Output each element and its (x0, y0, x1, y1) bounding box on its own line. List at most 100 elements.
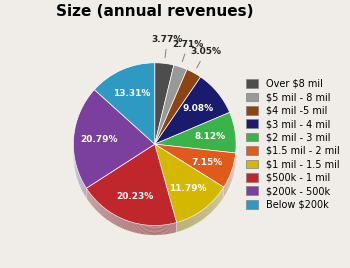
Wedge shape (86, 147, 177, 228)
Wedge shape (155, 115, 236, 155)
Wedge shape (155, 75, 187, 154)
Wedge shape (155, 82, 230, 149)
Wedge shape (155, 121, 236, 162)
Wedge shape (155, 71, 201, 146)
Wedge shape (155, 72, 174, 153)
Wedge shape (155, 64, 174, 146)
Wedge shape (155, 147, 224, 225)
Wedge shape (86, 153, 177, 234)
Wedge shape (155, 66, 187, 145)
Wedge shape (94, 68, 155, 149)
Wedge shape (155, 79, 201, 154)
Wedge shape (74, 98, 155, 197)
Wedge shape (74, 92, 155, 191)
Wedge shape (155, 151, 236, 194)
Wedge shape (155, 151, 224, 230)
Wedge shape (155, 72, 187, 151)
Wedge shape (155, 67, 187, 146)
Wedge shape (155, 68, 187, 147)
Text: 20.23%: 20.23% (117, 192, 154, 200)
Wedge shape (155, 151, 224, 229)
Wedge shape (155, 83, 230, 150)
Wedge shape (74, 96, 155, 195)
Wedge shape (155, 154, 236, 197)
Wedge shape (155, 77, 201, 151)
Wedge shape (155, 116, 236, 156)
Wedge shape (155, 148, 224, 226)
Wedge shape (155, 85, 230, 152)
Wedge shape (86, 148, 177, 229)
Text: 9.08%: 9.08% (182, 105, 213, 113)
Wedge shape (94, 64, 155, 145)
Wedge shape (155, 113, 236, 154)
Wedge shape (155, 83, 230, 151)
Wedge shape (155, 74, 201, 149)
Wedge shape (155, 144, 224, 222)
Wedge shape (155, 72, 201, 147)
Wedge shape (155, 73, 201, 148)
Wedge shape (155, 68, 187, 147)
Wedge shape (155, 68, 174, 150)
Wedge shape (86, 145, 177, 226)
Wedge shape (155, 122, 236, 163)
Wedge shape (155, 70, 187, 149)
Wedge shape (94, 67, 155, 148)
Wedge shape (155, 80, 230, 147)
Wedge shape (155, 81, 230, 148)
Wedge shape (155, 147, 236, 191)
Text: 7.15%: 7.15% (191, 158, 223, 167)
Wedge shape (94, 65, 155, 147)
Wedge shape (74, 90, 155, 189)
Wedge shape (155, 152, 224, 230)
Wedge shape (155, 73, 201, 147)
Text: 20.79%: 20.79% (80, 135, 118, 144)
Wedge shape (155, 69, 174, 151)
Wedge shape (86, 151, 177, 232)
Wedge shape (74, 93, 155, 191)
Wedge shape (74, 99, 155, 198)
Wedge shape (94, 72, 155, 154)
Wedge shape (155, 154, 224, 232)
Wedge shape (94, 72, 155, 153)
Wedge shape (155, 146, 236, 189)
Legend: Over $8 mil, $5 mil - 8 mil, $4 mil -5 mil, $3 mil - 4 mil, $2 mil - 3 mil, $1.5: Over $8 mil, $5 mil - 8 mil, $4 mil -5 m… (243, 76, 342, 213)
Wedge shape (86, 152, 177, 233)
Wedge shape (155, 120, 236, 160)
Wedge shape (155, 144, 236, 187)
Wedge shape (155, 117, 236, 158)
Wedge shape (155, 150, 236, 193)
Wedge shape (155, 152, 236, 195)
Wedge shape (155, 70, 201, 145)
Wedge shape (155, 79, 230, 147)
Wedge shape (74, 94, 155, 192)
Text: 13.31%: 13.31% (113, 89, 151, 98)
Wedge shape (155, 73, 187, 152)
Wedge shape (155, 151, 236, 194)
Wedge shape (86, 146, 177, 227)
Wedge shape (94, 69, 155, 151)
Wedge shape (155, 145, 224, 223)
Text: 3.77%: 3.77% (152, 35, 183, 58)
Wedge shape (155, 63, 174, 144)
Wedge shape (155, 149, 224, 227)
Wedge shape (155, 84, 230, 151)
Wedge shape (155, 71, 187, 150)
Wedge shape (155, 78, 201, 153)
Text: 2.71%: 2.71% (173, 40, 204, 62)
Wedge shape (155, 146, 224, 224)
Wedge shape (74, 98, 155, 196)
Wedge shape (86, 149, 177, 230)
Text: 11.79%: 11.79% (169, 184, 207, 193)
Wedge shape (155, 74, 187, 153)
Wedge shape (155, 72, 187, 151)
Wedge shape (74, 94, 155, 193)
Wedge shape (155, 76, 201, 151)
Wedge shape (94, 70, 155, 151)
Wedge shape (155, 147, 224, 226)
Wedge shape (155, 69, 187, 148)
Wedge shape (155, 149, 236, 192)
Wedge shape (155, 66, 174, 147)
Wedge shape (155, 65, 174, 147)
Wedge shape (86, 151, 177, 233)
Wedge shape (155, 77, 201, 152)
